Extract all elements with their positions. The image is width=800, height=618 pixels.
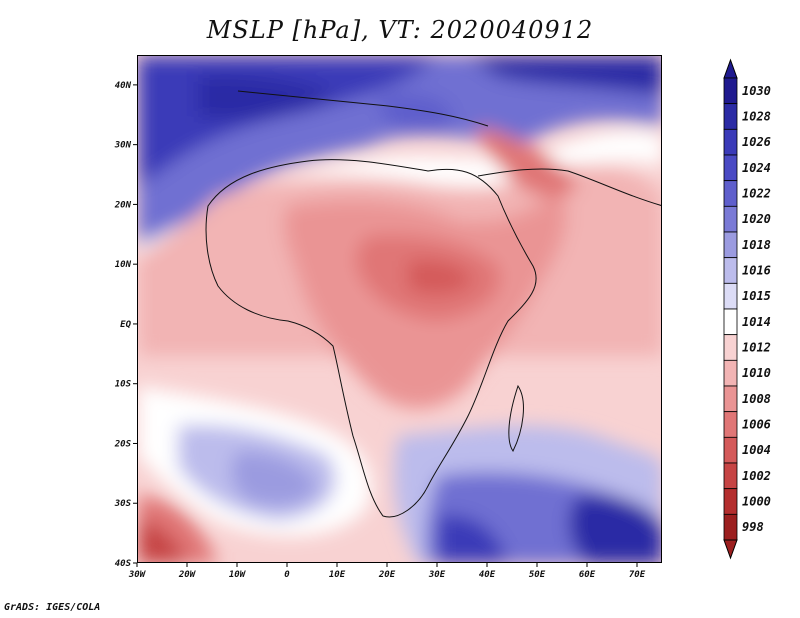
- colorbar-segment: [723, 436, 738, 464]
- colorbar-label: 1014: [742, 315, 771, 329]
- lat-tick-label: 10N: [115, 260, 132, 270]
- lon-tick-label: 60E: [579, 570, 596, 580]
- colorbar-label: 1010: [742, 366, 771, 380]
- colorbar-max-arrow: [723, 58, 738, 79]
- colorbar-segment: [723, 231, 738, 259]
- colorbar-label: 1008: [742, 392, 771, 406]
- lat-tick-label: EQ: [120, 320, 131, 330]
- lon-tick-label: 20E: [378, 570, 396, 580]
- lon-tick-label: 50E: [529, 570, 546, 580]
- colorbar-segment: [723, 180, 738, 207]
- colorbar-segment: [723, 513, 738, 541]
- lon-tick-label: 30E: [428, 570, 446, 580]
- colorbar-label: 1006: [742, 418, 771, 432]
- colorbar-label: 1012: [742, 341, 771, 355]
- colorbar-label: 998: [742, 520, 764, 534]
- colorbar-segment: [723, 462, 738, 490]
- lat-tick-label: 10S: [115, 380, 132, 390]
- pressure-blobs: [138, 56, 661, 562]
- colorbar-segment: [723, 205, 738, 233]
- colorbar-label: 1015: [742, 289, 771, 303]
- lon-tick-label: 0: [284, 570, 290, 580]
- pressure-field: [138, 56, 661, 562]
- colorbar-segment: [723, 488, 738, 515]
- footer-credit: GrADS: IGES/COLA: [4, 602, 101, 613]
- lat-tick-label: 40S: [115, 559, 132, 569]
- latitude-labels: 40N 30N 20N 10N EQ 10S 20S 30S 40S: [114, 81, 137, 569]
- colorbar-label: 1002: [742, 469, 771, 483]
- colorbar-label: 1018: [742, 238, 771, 252]
- lat-tick-label: 30S: [114, 499, 132, 509]
- colorbar-segment: [723, 282, 738, 310]
- madagascar-coastline: [508, 384, 524, 452]
- longitude-labels: 30W 20W 10W 0 10E 20E 30E 40E 50E 60E 70E: [128, 563, 646, 580]
- colorbar-segment: [723, 257, 738, 284]
- arabia-coastline: [477, 168, 661, 206]
- colorbar-segment: [723, 411, 738, 438]
- colorbar-label: 1000: [742, 495, 771, 509]
- colorbar-label: 1016: [742, 264, 771, 278]
- colorbar-segment: [723, 77, 738, 105]
- colorbar-segment: [723, 359, 738, 387]
- colorbar-segment: [723, 308, 738, 336]
- colorbar-segment: [723, 103, 738, 130]
- lat-tick-label: 40N: [115, 81, 132, 91]
- lon-tick-label: 40E: [479, 570, 496, 580]
- lat-tick-label: 20S: [114, 439, 132, 449]
- colorbar-label: 1028: [742, 110, 771, 124]
- lon-tick-label: 70E: [629, 570, 646, 580]
- chart-title: MSLP [hPa], VT: 2020040912: [206, 16, 594, 44]
- lon-tick-label: 30W: [128, 570, 147, 580]
- colorbar-segment: [723, 385, 738, 413]
- colorbar-min-arrow: [723, 539, 738, 560]
- lon-tick-label: 10W: [229, 570, 247, 580]
- colorbar-segment: [723, 154, 738, 182]
- colorbar-label: 1004: [742, 443, 771, 457]
- lat-tick-label: 20N: [114, 200, 132, 210]
- colorbar-label: 1024: [742, 161, 771, 175]
- map-area: [137, 55, 662, 563]
- colorbar-label: 1030: [742, 84, 771, 98]
- colorbar-segment: [723, 128, 738, 156]
- colorbar-label: 1020: [742, 212, 771, 226]
- colorbar-label: 1026: [742, 135, 771, 149]
- mediterranean-coastline: [237, 90, 489, 127]
- lon-tick-label: 10E: [329, 570, 346, 580]
- colorbar: 1030 1028 1026 1024 1022 1020 1018 1016 1015 1014…: [723, 58, 771, 560]
- africa-coastline: [205, 159, 537, 518]
- lon-tick-label: 20W: [178, 570, 197, 580]
- colorbar-label: 1022: [742, 187, 771, 201]
- colorbar-segment: [723, 334, 738, 361]
- lat-tick-label: 30N: [114, 141, 132, 151]
